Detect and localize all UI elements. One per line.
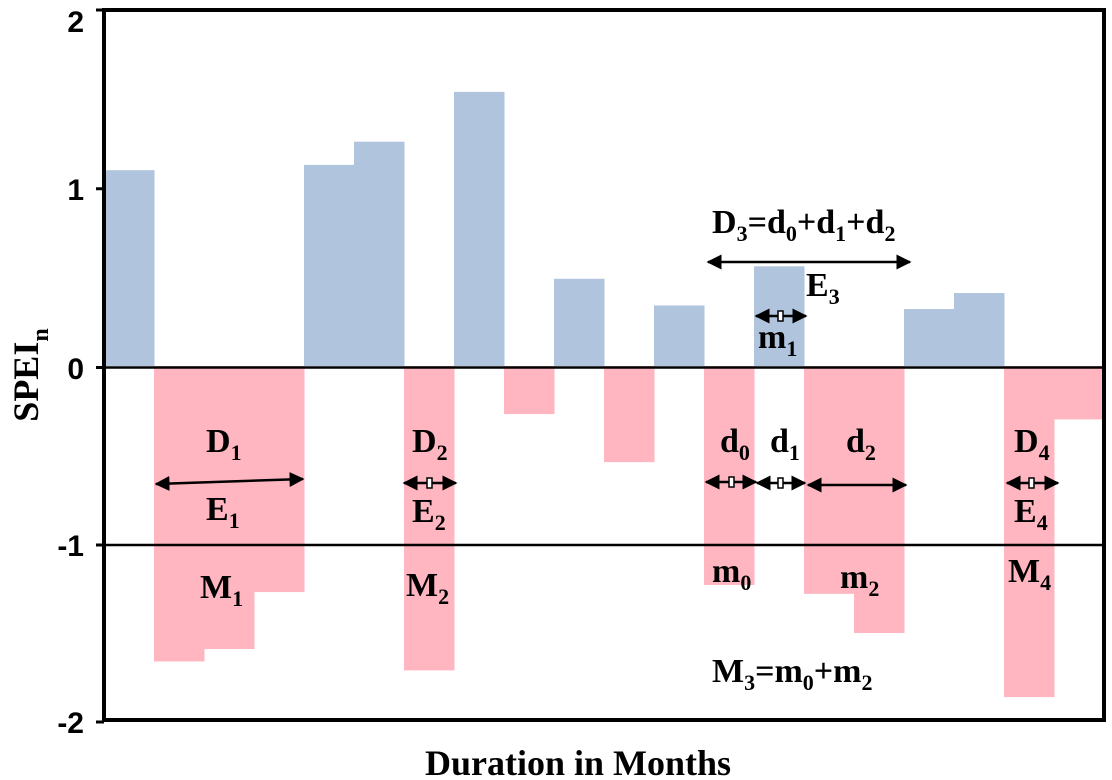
label-m0: m0 — [712, 553, 751, 595]
bar-month-9 — [504, 366, 555, 415]
label-m1: m1 — [758, 319, 797, 361]
bar-month-19 — [1004, 366, 1055, 698]
bar-month-5 — [304, 164, 355, 366]
label-m2: m2 — [840, 559, 879, 601]
bar-month-3 — [204, 366, 255, 650]
bar-month-1 — [104, 170, 155, 366]
y-tick-label-neg2: -2 — [57, 707, 84, 740]
label-M1: M1 — [200, 569, 243, 611]
bar-month-7 — [404, 366, 455, 671]
label-E2: E2 — [412, 493, 446, 535]
label-D3-equation: D3=d0+d1+d2 — [712, 204, 895, 246]
y-tick-label-2: 2 — [67, 6, 84, 39]
label-D4: D4 — [1014, 423, 1050, 465]
bar-month-18 — [954, 293, 1005, 366]
label-M4: M4 — [1008, 553, 1051, 595]
bar-month-8 — [454, 91, 505, 366]
y-tick-label-neg1: -1 — [57, 530, 84, 563]
bars-group — [104, 91, 1105, 698]
bar-month-12 — [654, 305, 705, 366]
arrow-centers — [426, 310, 1035, 489]
bar-month-10 — [554, 278, 605, 366]
y-ticks — [96, 8, 104, 724]
bar-month-6 — [354, 141, 405, 366]
label-E1: E1 — [206, 491, 240, 533]
bar-month-11 — [604, 366, 655, 463]
label-M3-equation: M3=m0+m2 — [712, 653, 873, 695]
label-d1: d1 — [770, 423, 800, 465]
label-E3: E3 — [806, 267, 840, 309]
label-M2: M2 — [406, 567, 449, 609]
bar-month-2 — [154, 366, 205, 662]
label-D2: D2 — [412, 423, 448, 465]
bar-month-16 — [854, 366, 905, 633]
label-D1: D1 — [206, 423, 242, 465]
label-E4: E4 — [1014, 493, 1048, 535]
arrow-D1 — [154, 471, 305, 492]
x-axis-title: Duration in Months — [425, 743, 731, 780]
y-tick-label-1: 1 — [67, 174, 84, 207]
plot-frame — [102, 8, 1106, 722]
y-axis-title: SPEIn — [6, 328, 54, 421]
bar-month-20 — [1054, 366, 1105, 420]
bar-month-17 — [904, 309, 955, 366]
label-d0: d0 — [720, 423, 750, 465]
label-d2: d2 — [846, 423, 876, 465]
y-tick-label-0: 0 — [67, 353, 84, 386]
